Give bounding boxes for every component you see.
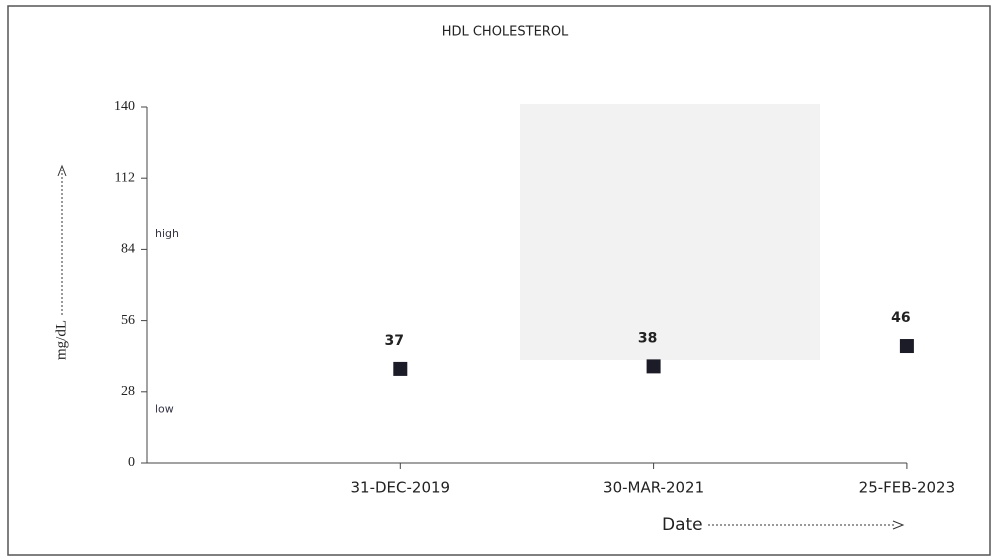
- annotation: low: [155, 403, 174, 416]
- x-tick-label: 31-DEC-2019: [351, 479, 451, 497]
- marker: [646, 359, 661, 374]
- marker: [899, 339, 914, 354]
- annotation: high: [155, 227, 179, 240]
- frame: [7, 5, 991, 556]
- data-label: 37: [385, 333, 404, 349]
- y-tick-label: 0: [128, 455, 135, 470]
- y-tick-label: 140: [114, 99, 135, 114]
- y-label-arrowhead: [57, 164, 67, 177]
- y-tick-label: 28: [121, 384, 135, 399]
- x-tick-label: 25-FEB-2023: [859, 479, 955, 497]
- y-tick-label: 84: [121, 242, 135, 257]
- data-label: 46: [891, 310, 910, 326]
- y-tick-label: 56: [121, 313, 135, 328]
- y-tick-label: 112: [115, 170, 135, 185]
- marker: [393, 361, 408, 376]
- x-tick-label: 30-MAR-2021: [603, 479, 704, 497]
- y-axis-label: mg/dL: [53, 320, 69, 360]
- x-label-arrowhead: [892, 520, 905, 530]
- background-shade: [520, 104, 820, 360]
- x-axis-label: Date: [662, 515, 703, 535]
- data-label: 38: [638, 330, 657, 346]
- chart-title: HDL CHOLESTEROL: [442, 25, 569, 40]
